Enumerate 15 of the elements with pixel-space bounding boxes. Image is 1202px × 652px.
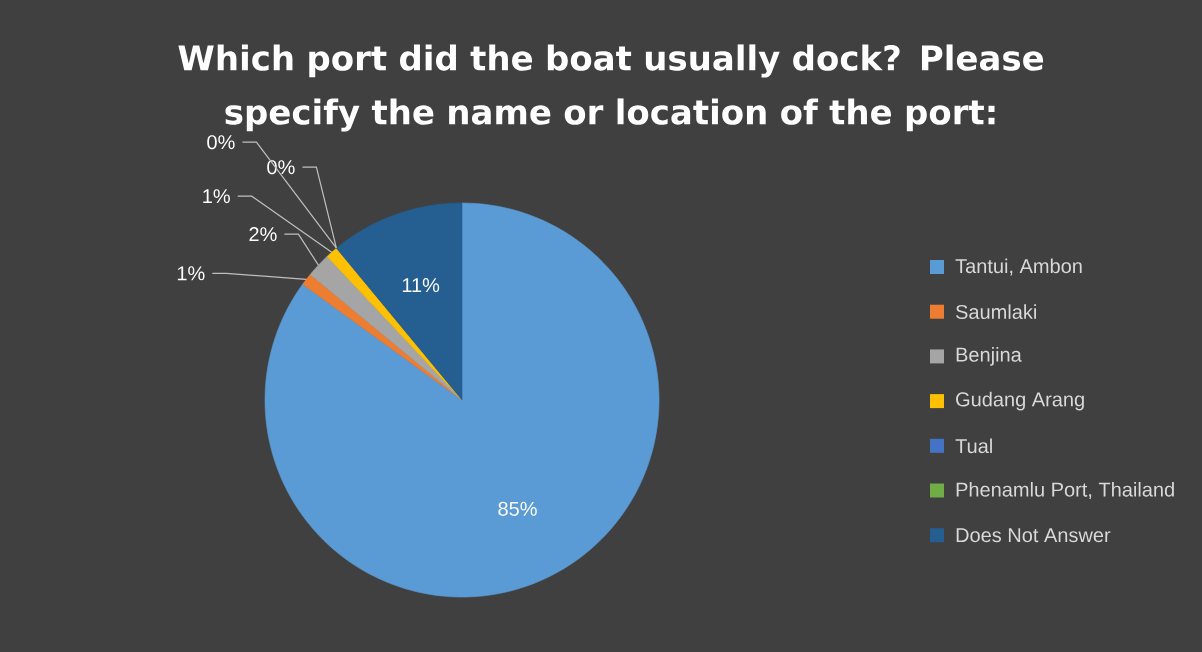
chart-title: Which port did the boat usually dock? Please specify the name or location of the port: bbox=[178, 44, 1044, 132]
data-label: 1% bbox=[203, 189, 230, 204]
legend-label: Benjina bbox=[956, 347, 1022, 366]
data-label: 1% bbox=[177, 266, 205, 281]
legend-label: Tual bbox=[955, 438, 992, 454]
text: 0% bbox=[267, 160, 295, 175]
data-label: 85% bbox=[498, 501, 537, 516]
data-label: 11% bbox=[402, 278, 440, 293]
legend-label: Tantui, Ambon bbox=[955, 258, 1082, 276]
legend-label: Saumlaki bbox=[955, 304, 1036, 320]
legend-label: Does Not Answer bbox=[956, 528, 1111, 543]
data-label: 2% bbox=[249, 227, 277, 242]
legend-label: Phenamlu Port, Thailand bbox=[956, 481, 1174, 500]
text: 0% bbox=[207, 135, 235, 150]
legend-label: Gudang Arang bbox=[956, 391, 1084, 411]
